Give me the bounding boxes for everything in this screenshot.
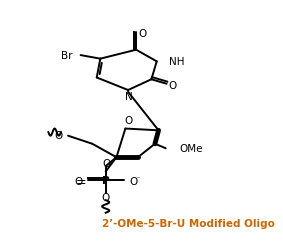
Text: ⁻: ⁻	[135, 174, 140, 182]
Text: O: O	[130, 177, 138, 187]
Text: O: O	[74, 177, 82, 187]
Text: 2’-OMe-5-Br-U Modified Oligo: 2’-OMe-5-Br-U Modified Oligo	[102, 218, 275, 228]
Text: O: O	[124, 116, 132, 126]
Text: O: O	[102, 159, 111, 169]
Text: =: =	[75, 175, 86, 188]
Text: P: P	[102, 176, 110, 186]
Text: O: O	[102, 192, 110, 202]
Text: N: N	[125, 92, 133, 102]
Text: OMe: OMe	[179, 144, 203, 154]
Text: O: O	[54, 130, 63, 140]
Text: Br: Br	[61, 51, 72, 61]
Text: NH: NH	[169, 57, 185, 67]
Text: O: O	[169, 80, 177, 90]
Text: O: O	[138, 28, 147, 38]
